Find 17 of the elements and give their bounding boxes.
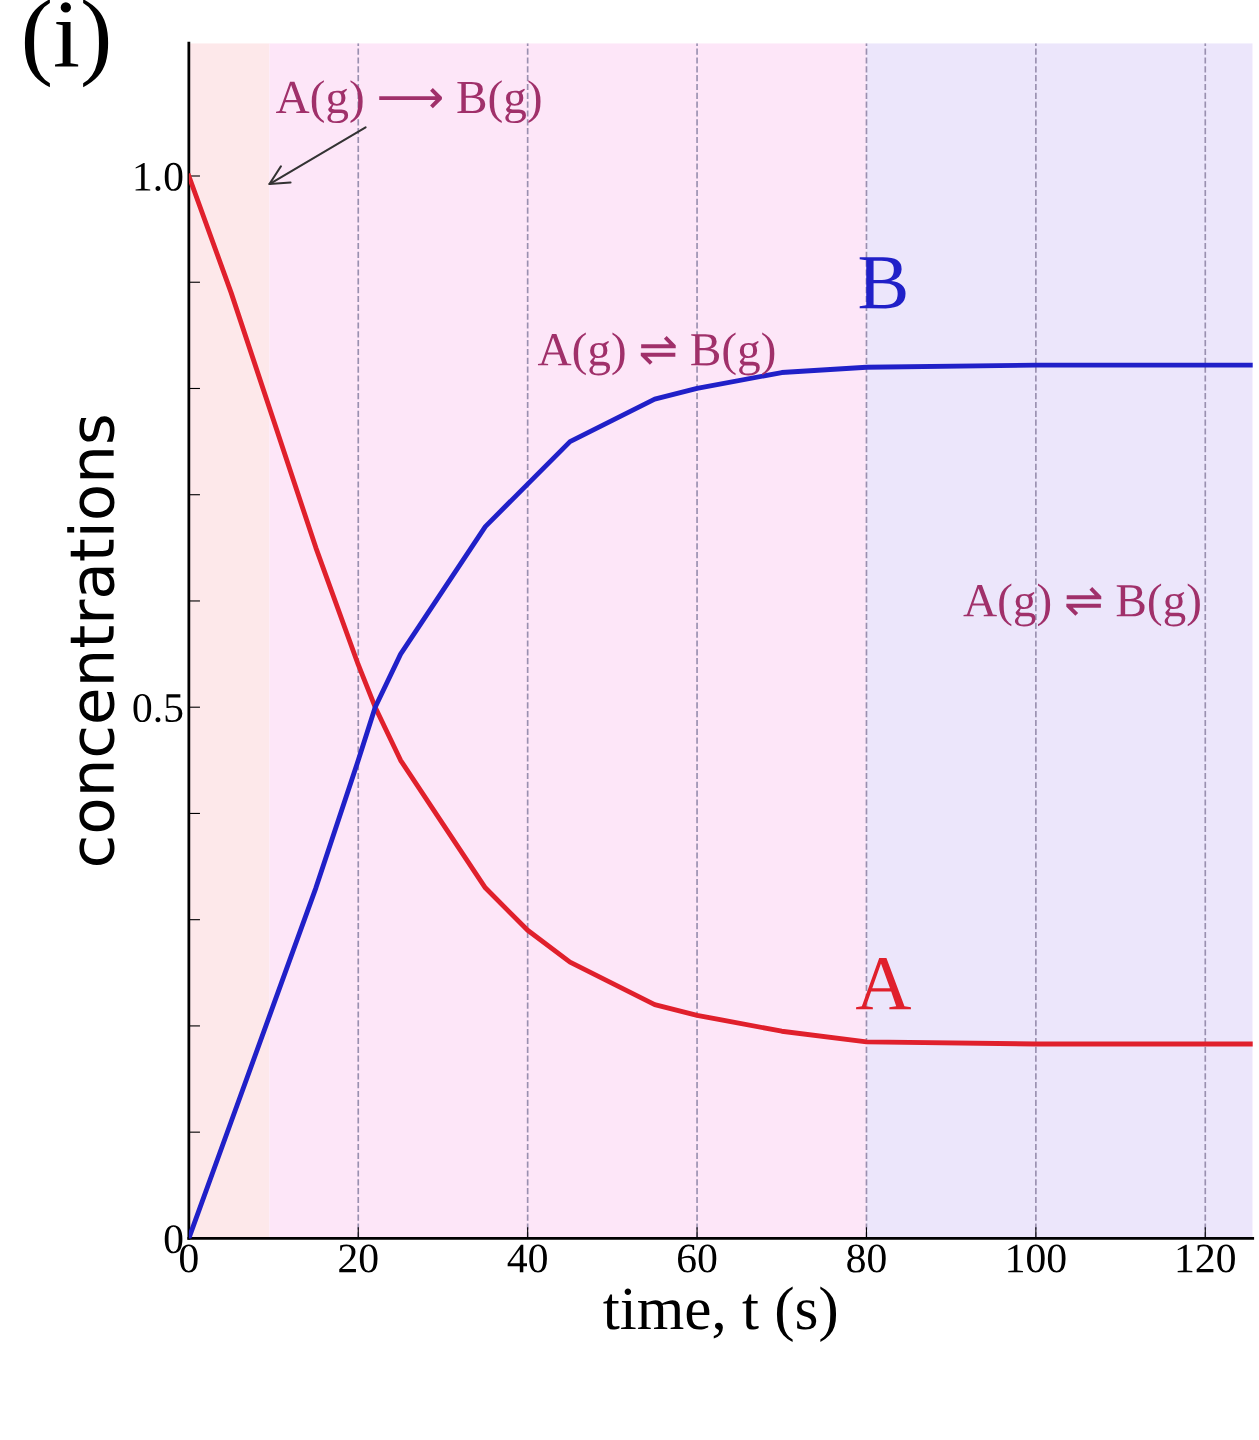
series-label: A bbox=[856, 958, 911, 1010]
annotation: A(g) ⟶ B(g) bbox=[276, 80, 541, 124]
x-tick-label: 120 bbox=[1177, 1244, 1235, 1273]
x-tick-label: 80 bbox=[847, 1244, 886, 1273]
annotation: A(g) ⇌ B(g) bbox=[963, 583, 1200, 627]
series-label: B bbox=[859, 257, 906, 309]
line-series bbox=[188, 173, 1253, 1047]
text: (i) bbox=[24, 0, 109, 88]
x-tick-label: 20 bbox=[339, 1244, 378, 1273]
annotation: A(g) ⇌ B(g) bbox=[537, 332, 775, 376]
x-tick-label: 60 bbox=[678, 1244, 717, 1273]
y-tick-label: 0.5 bbox=[133, 693, 183, 723]
x-tick-label: 40 bbox=[507, 1244, 547, 1273]
y-axis-title: concentrations bbox=[67, 416, 115, 865]
x-tick-label: 100 bbox=[1008, 1244, 1066, 1273]
x-axis-title: time, t (s) bbox=[603, 1286, 837, 1343]
y-tick-label: 1.0 bbox=[135, 162, 183, 192]
